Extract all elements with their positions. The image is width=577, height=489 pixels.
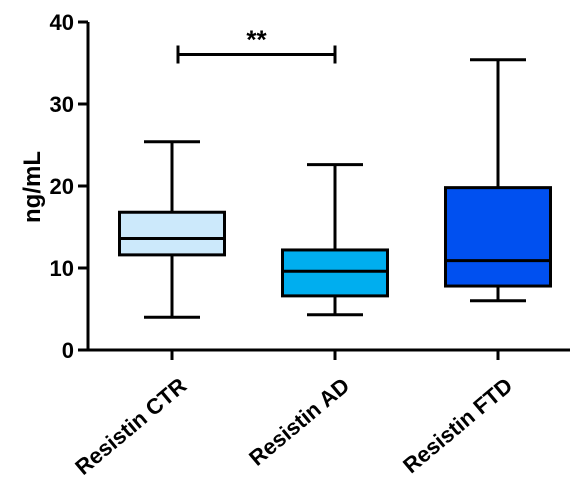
box-iqr (118, 210, 226, 257)
y-axis-label: ng/mL (19, 151, 46, 223)
box-2 (281, 163, 389, 317)
box-iqr (444, 186, 552, 288)
box-iqr (281, 248, 389, 298)
box-1 (118, 140, 226, 319)
y-tick-label: 40 (50, 10, 74, 35)
y-tick-label: 30 (50, 92, 74, 117)
boxes (118, 58, 552, 319)
x-tick-label: Resistin CTR (70, 373, 191, 480)
significance-label: ** (246, 25, 267, 55)
y-tick-label: 20 (50, 174, 74, 199)
y-tick-label: 10 (50, 256, 74, 281)
x-tick-label: Resistin AD (244, 373, 354, 471)
x-tick-label: Resistin FTD (398, 373, 517, 479)
y-axis: 0 10 20 30 40 (50, 10, 90, 363)
y-tick-label: 0 (62, 338, 74, 363)
x-axis: Resistin CTR Resistin AD Resistin FTD (70, 348, 570, 480)
significance-annotations: ** (176, 25, 337, 64)
box-3 (444, 58, 552, 303)
